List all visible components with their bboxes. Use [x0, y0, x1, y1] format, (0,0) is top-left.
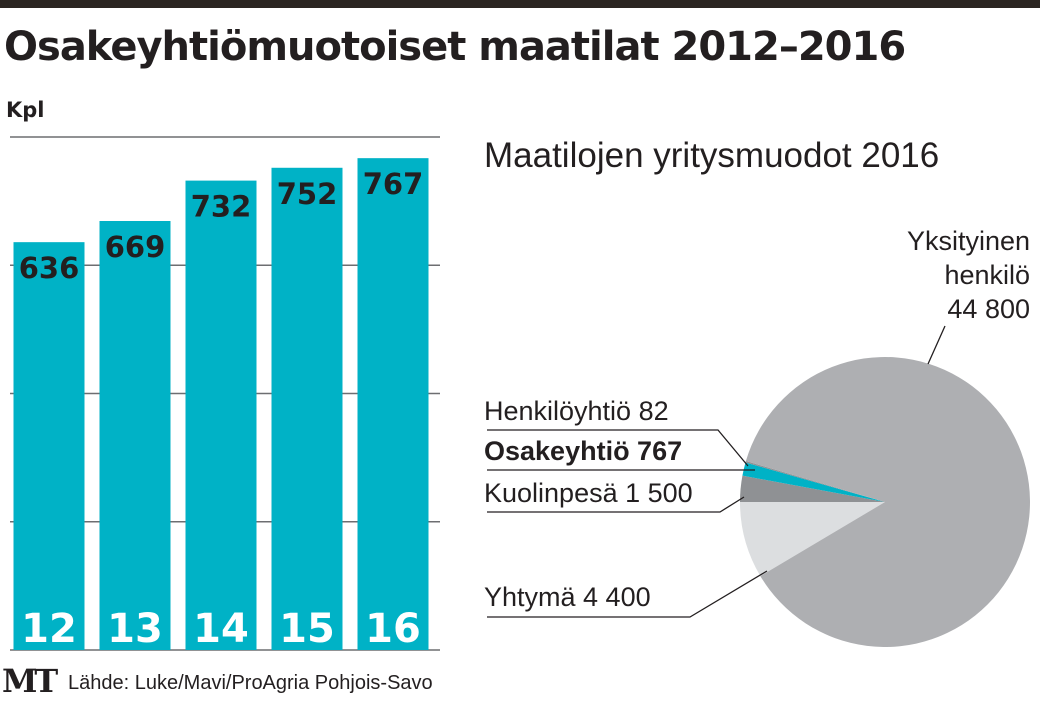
bar	[99, 221, 171, 650]
pie-label: Henkilöyhtiö 82	[484, 396, 669, 426]
pie-label: Yksityinen	[907, 226, 1030, 256]
top-rule	[0, 0, 1040, 8]
bar-value-label: 767	[363, 167, 424, 201]
mt-logo: MT	[2, 662, 58, 700]
x-tick-label: 13	[107, 606, 163, 652]
bar	[185, 180, 257, 651]
pie-label: Osakeyhtiö 767	[484, 436, 682, 466]
bar	[357, 158, 429, 650]
pie-label: 44 800	[947, 294, 1030, 324]
pie-slice	[745, 357, 1030, 647]
chart-title: Osakeyhtiömuotoiset maatilat 2012–2016	[4, 24, 906, 70]
leader-line	[927, 325, 946, 365]
leader-line	[487, 570, 768, 618]
pie-label: henkilö	[944, 260, 1030, 290]
leader-line	[487, 429, 749, 467]
y-axis-unit: Kpl	[6, 98, 45, 122]
bar-value-label: 669	[105, 230, 166, 264]
pie-slice	[745, 461, 885, 502]
pie-label: Kuolinpesä 1 500	[484, 478, 693, 508]
pie-title: Maatilojen yritysmuodot 2016	[484, 136, 940, 175]
bar	[271, 167, 343, 650]
pie-slice	[742, 462, 885, 502]
x-tick-label: 12	[21, 606, 77, 652]
bar-value-label: 636	[19, 251, 80, 285]
x-tick-label: 15	[279, 606, 335, 652]
source-note: Lähde: Luke/Mavi/ProAgria Pohjois-Savo	[68, 672, 433, 694]
bar-value-label: 732	[191, 190, 252, 224]
pie-slice	[740, 502, 885, 577]
bar-value-label: 752	[277, 177, 338, 211]
x-tick-label: 16	[365, 606, 421, 652]
x-tick-label: 14	[193, 606, 249, 652]
leader-line	[487, 496, 745, 513]
pie-slice	[740, 475, 885, 502]
pie-label: Yhtymä 4 400	[484, 582, 651, 612]
bar	[13, 242, 85, 651]
